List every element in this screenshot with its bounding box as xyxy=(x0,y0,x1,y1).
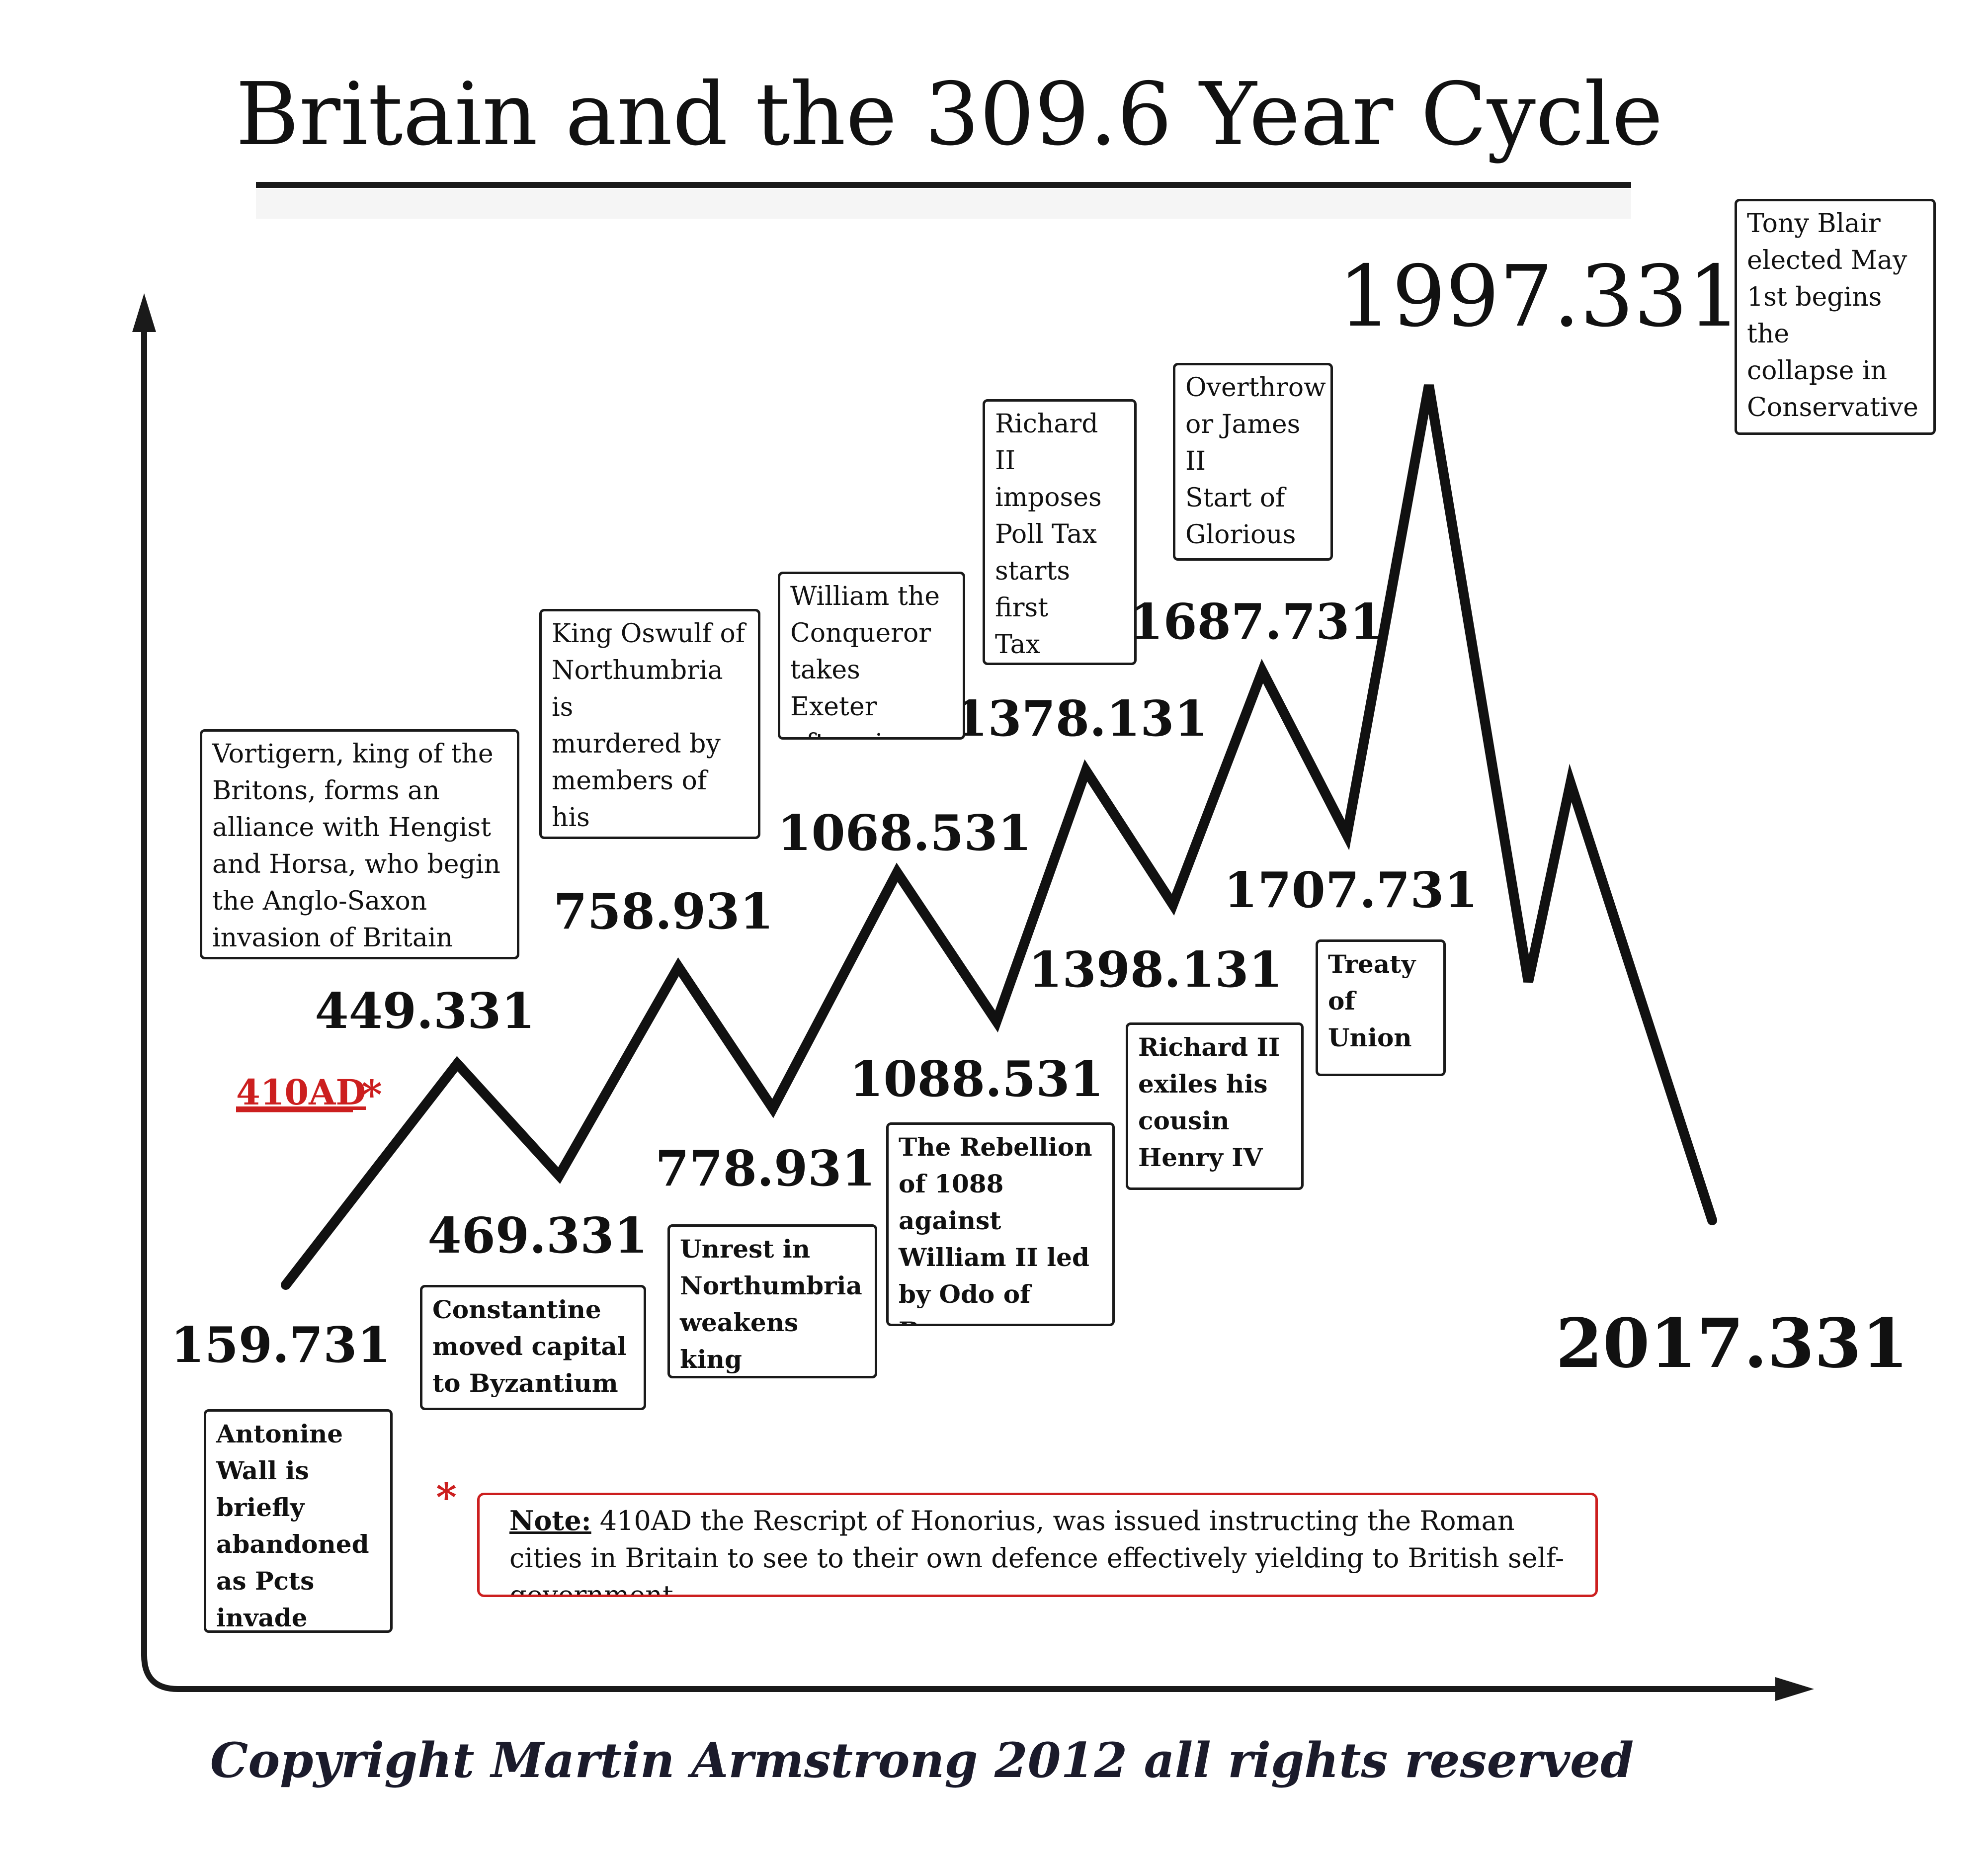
date-label-449: 449.331 xyxy=(315,983,535,1040)
event-box-1707: Treaty of Union xyxy=(1316,939,1446,1076)
date-label-159: 159.731 xyxy=(170,1317,391,1374)
date-label-469: 469.331 xyxy=(427,1207,648,1265)
date-label-1378: 1378.131 xyxy=(954,690,1208,748)
event-box-778: Unrest in Northumbria weakens king Æthel… xyxy=(667,1224,877,1378)
note-text: 410AD the Rescript of Honorius, was issu… xyxy=(509,1505,1565,1597)
event-box-1088: The Rebellion of 1088 against William II… xyxy=(886,1122,1115,1326)
event-box-469: Constantine moved capital to Byzantium xyxy=(420,1285,646,1410)
title-rule-shadow xyxy=(256,189,1631,219)
event-box-1997: Tony Blair elected May 1st begins the co… xyxy=(1735,199,1936,435)
y-axis-arrow xyxy=(132,293,156,332)
copyright-footer: Copyright Martin Armstrong 2012 all righ… xyxy=(210,1732,1634,1788)
date-label-2017: 2017.331 xyxy=(1556,1304,1908,1383)
date-label-758: 758.931 xyxy=(553,883,773,940)
x-axis-arrow xyxy=(1775,1677,1814,1701)
asterisk-marker: * xyxy=(361,1071,382,1118)
event-box-1068: William the Conqueror takes Exeter after… xyxy=(778,572,965,740)
page-title: Britain and the 309.6 Year Cycle xyxy=(236,64,1663,165)
date-label-1068: 1068.531 xyxy=(777,805,1031,862)
event-box-1378: Richard II imposes Poll Tax starts first… xyxy=(983,399,1137,665)
date-label-1088: 1088.531 xyxy=(849,1051,1103,1108)
note-box: Note: 410AD the Rescript of Honorius, wa… xyxy=(477,1493,1598,1597)
event-box-758: King Oswulf of Northumbria is murdered b… xyxy=(539,609,760,839)
date-label-1398: 1398.131 xyxy=(1028,941,1282,999)
note-label: Note: xyxy=(509,1505,591,1536)
event-box-1398: Richard II exiles his cousin Henry IV xyxy=(1126,1022,1304,1190)
event-box-159: Antonine Wall is briefly abandoned as Pc… xyxy=(204,1409,393,1633)
date-label-1707: 1707.731 xyxy=(1224,862,1478,919)
cycle-line xyxy=(281,384,1717,1290)
event-box-1687: Overthrow or James II Start of Glorious … xyxy=(1173,363,1333,561)
marker-410ad: 410AD xyxy=(236,1072,366,1113)
note-asterisk: * xyxy=(436,1474,457,1521)
event-box-449: Vortigern, king of the Britons, forms an… xyxy=(200,729,519,959)
date-label-1687: 1687.731 xyxy=(1129,593,1383,651)
axes xyxy=(141,318,1779,1692)
date-label-778: 778.931 xyxy=(655,1140,875,1197)
date-label-1997: 1997.331 xyxy=(1338,248,1741,346)
